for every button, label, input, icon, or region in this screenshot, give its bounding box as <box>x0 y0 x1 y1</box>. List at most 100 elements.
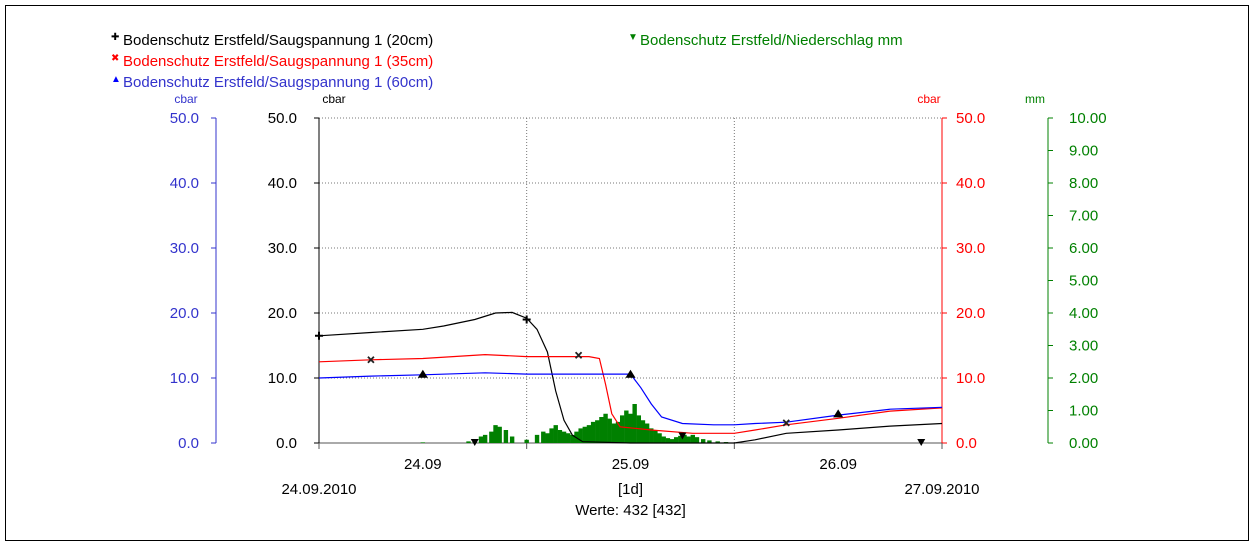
right_green-tick-label: 8.00 <box>1069 175 1098 192</box>
x-interval-label: [1d] <box>618 481 643 498</box>
precipitation-bar <box>482 434 488 443</box>
legend-marker-triangle-icon: ▲ <box>111 74 121 85</box>
precipitation-bar <box>578 428 583 443</box>
precipitation-bar <box>524 439 529 443</box>
x-day-label: 26.09 <box>819 456 857 473</box>
precipitation-bar <box>661 436 666 443</box>
precipitation-bar <box>715 441 720 443</box>
series-marker-1 <box>782 419 790 427</box>
precipitation-bar <box>590 421 596 443</box>
precipitation-bar <box>690 434 695 443</box>
series-marker-2 <box>417 369 428 378</box>
left_blue-tick-label: 10.0 <box>170 370 199 387</box>
right_red-tick-label: 40.0 <box>956 175 985 192</box>
precipitation-bar <box>478 436 484 443</box>
right_green-tick-label: 7.00 <box>1069 208 1098 225</box>
legend-label: Bodenschutz Erstfeld/Saugspannung 1 (20c… <box>123 32 434 49</box>
legend-marker-plus-icon: ✚ <box>111 32 120 43</box>
precipitation-bar <box>615 421 621 443</box>
precipitation-bar <box>420 442 426 443</box>
series-marker-2 <box>625 369 636 378</box>
legend-label: Bodenschutz Erstfeld/Niederschlag mm <box>640 32 903 49</box>
precipitation-bar <box>566 433 571 443</box>
right_red-tick-label: 50.0 <box>956 110 985 127</box>
legend-item-35cm: ✖ Bodenschutz Erstfeld/Saugspannung 1 (35… <box>111 53 433 70</box>
precipitation-bar <box>586 425 592 443</box>
right_green-tick-label: 4.00 <box>1069 305 1098 322</box>
series-marker-1 <box>367 356 375 364</box>
precipitation-bar <box>570 434 575 443</box>
right_red-tick-label: 0.0 <box>956 435 977 452</box>
x-end-label: 27.09.2010 <box>904 481 979 498</box>
precipitation-bar <box>607 418 612 443</box>
series-marker-3 <box>678 432 687 440</box>
precipitation-bar <box>493 425 498 443</box>
precipitation-bar <box>549 428 554 443</box>
legend-label: Bodenschutz Erstfeld/Saugspannung 1 (35c… <box>123 53 434 70</box>
precipitation-bar <box>653 430 658 443</box>
left_black-tick-label: 50.0 <box>268 110 297 127</box>
series-marker-1 <box>574 351 583 359</box>
left_black-tick-label: 0.0 <box>276 435 297 452</box>
series-marker-2 <box>833 409 844 418</box>
legend-item-niederschlag: ▼ Bodenschutz Erstfeld/Niederschlag mm <box>628 32 903 49</box>
precipitation-bar <box>644 423 650 443</box>
precipitation-bar <box>707 440 712 443</box>
precipitation-bar <box>673 437 679 443</box>
precipitation-bar <box>553 425 558 443</box>
x-day-label: 25.09 <box>612 456 650 473</box>
x-start-label: 24.09.2010 <box>281 481 356 498</box>
precipitation-bar <box>603 413 608 443</box>
precipitation-bar <box>619 415 625 443</box>
series-line-0 <box>318 311 943 444</box>
precipitation-bar <box>669 439 675 443</box>
right_red-tick-label: 30.0 <box>956 240 985 257</box>
precipitation-bar <box>534 434 540 443</box>
precipitation-bar <box>509 436 515 443</box>
precipitation-bar <box>700 439 706 443</box>
right_green-tick-label: 0.00 <box>1069 435 1098 452</box>
precipitation-bar <box>632 404 637 443</box>
precipitation-bar <box>541 431 546 443</box>
left_black-tick-label: 10.0 <box>268 370 297 387</box>
x-count-label: Werte: 432 [432] <box>575 502 686 519</box>
left_black-tick-label: 40.0 <box>268 175 297 192</box>
right_green-tick-label: 5.00 <box>1069 273 1098 290</box>
precipitation-bar <box>561 431 567 443</box>
left_blue-tick-label: 20.0 <box>170 305 199 322</box>
series-marker-0 <box>522 315 531 324</box>
precipitation-bar <box>665 438 671 443</box>
left_black-unit-label: cbar <box>322 92 345 106</box>
right_green-tick-label: 1.00 <box>1069 403 1098 420</box>
series-line-2 <box>318 372 943 426</box>
right_red-tick-label: 20.0 <box>956 305 985 322</box>
precipitation-bar <box>545 433 550 443</box>
right_green-tick-label: 9.00 <box>1069 143 1098 160</box>
chart-svg: 0.0 10.0 20.0 30.0 40.0 50.0 cbar 0.0 10.0 20.0 30… <box>170 92 1107 519</box>
precipitation-bar <box>466 441 471 443</box>
left_blue-tick-label: 30.0 <box>170 240 199 257</box>
legend-item-60cm: ▲ Bodenschutz Erstfeld/Saugspannung 1 (60… <box>111 74 433 91</box>
precipitation-bar <box>678 435 683 443</box>
right_green-tick-label: 6.00 <box>1069 240 1098 257</box>
right_green-tick-label: 2.00 <box>1069 370 1098 387</box>
precipitation-bar <box>649 428 654 443</box>
precipitation-bar <box>611 423 617 443</box>
legend-marker-cross-icon: ✖ <box>111 53 120 64</box>
right_green-tick-label: 10.00 <box>1069 110 1107 127</box>
left_blue-tick-label: 0.0 <box>178 435 199 452</box>
series-line-1 <box>318 353 943 434</box>
left_blue-unit-label: cbar <box>174 92 197 106</box>
chart-frame: ✚ Bodenschutz Erstfeld/Saugspannung 1 (20… <box>5 5 1249 541</box>
precipitation-bar <box>503 430 509 443</box>
precipitation-bar <box>557 430 563 443</box>
legend-item-20cm: ✚ Bodenschutz Erstfeld/Saugspannung 1 (20… <box>111 32 433 49</box>
legend-label: Bodenschutz Erstfeld/Saugspannung 1 (60c… <box>123 74 434 91</box>
precipitation-bar <box>657 433 662 443</box>
precipitation-bar <box>497 426 502 443</box>
precipitation-bar <box>640 420 646 443</box>
series-marker-0 <box>315 331 323 340</box>
left_blue-tick-label: 40.0 <box>170 175 199 192</box>
precipitation-bar <box>624 410 629 443</box>
right_green-unit-label: mm <box>1025 92 1045 106</box>
